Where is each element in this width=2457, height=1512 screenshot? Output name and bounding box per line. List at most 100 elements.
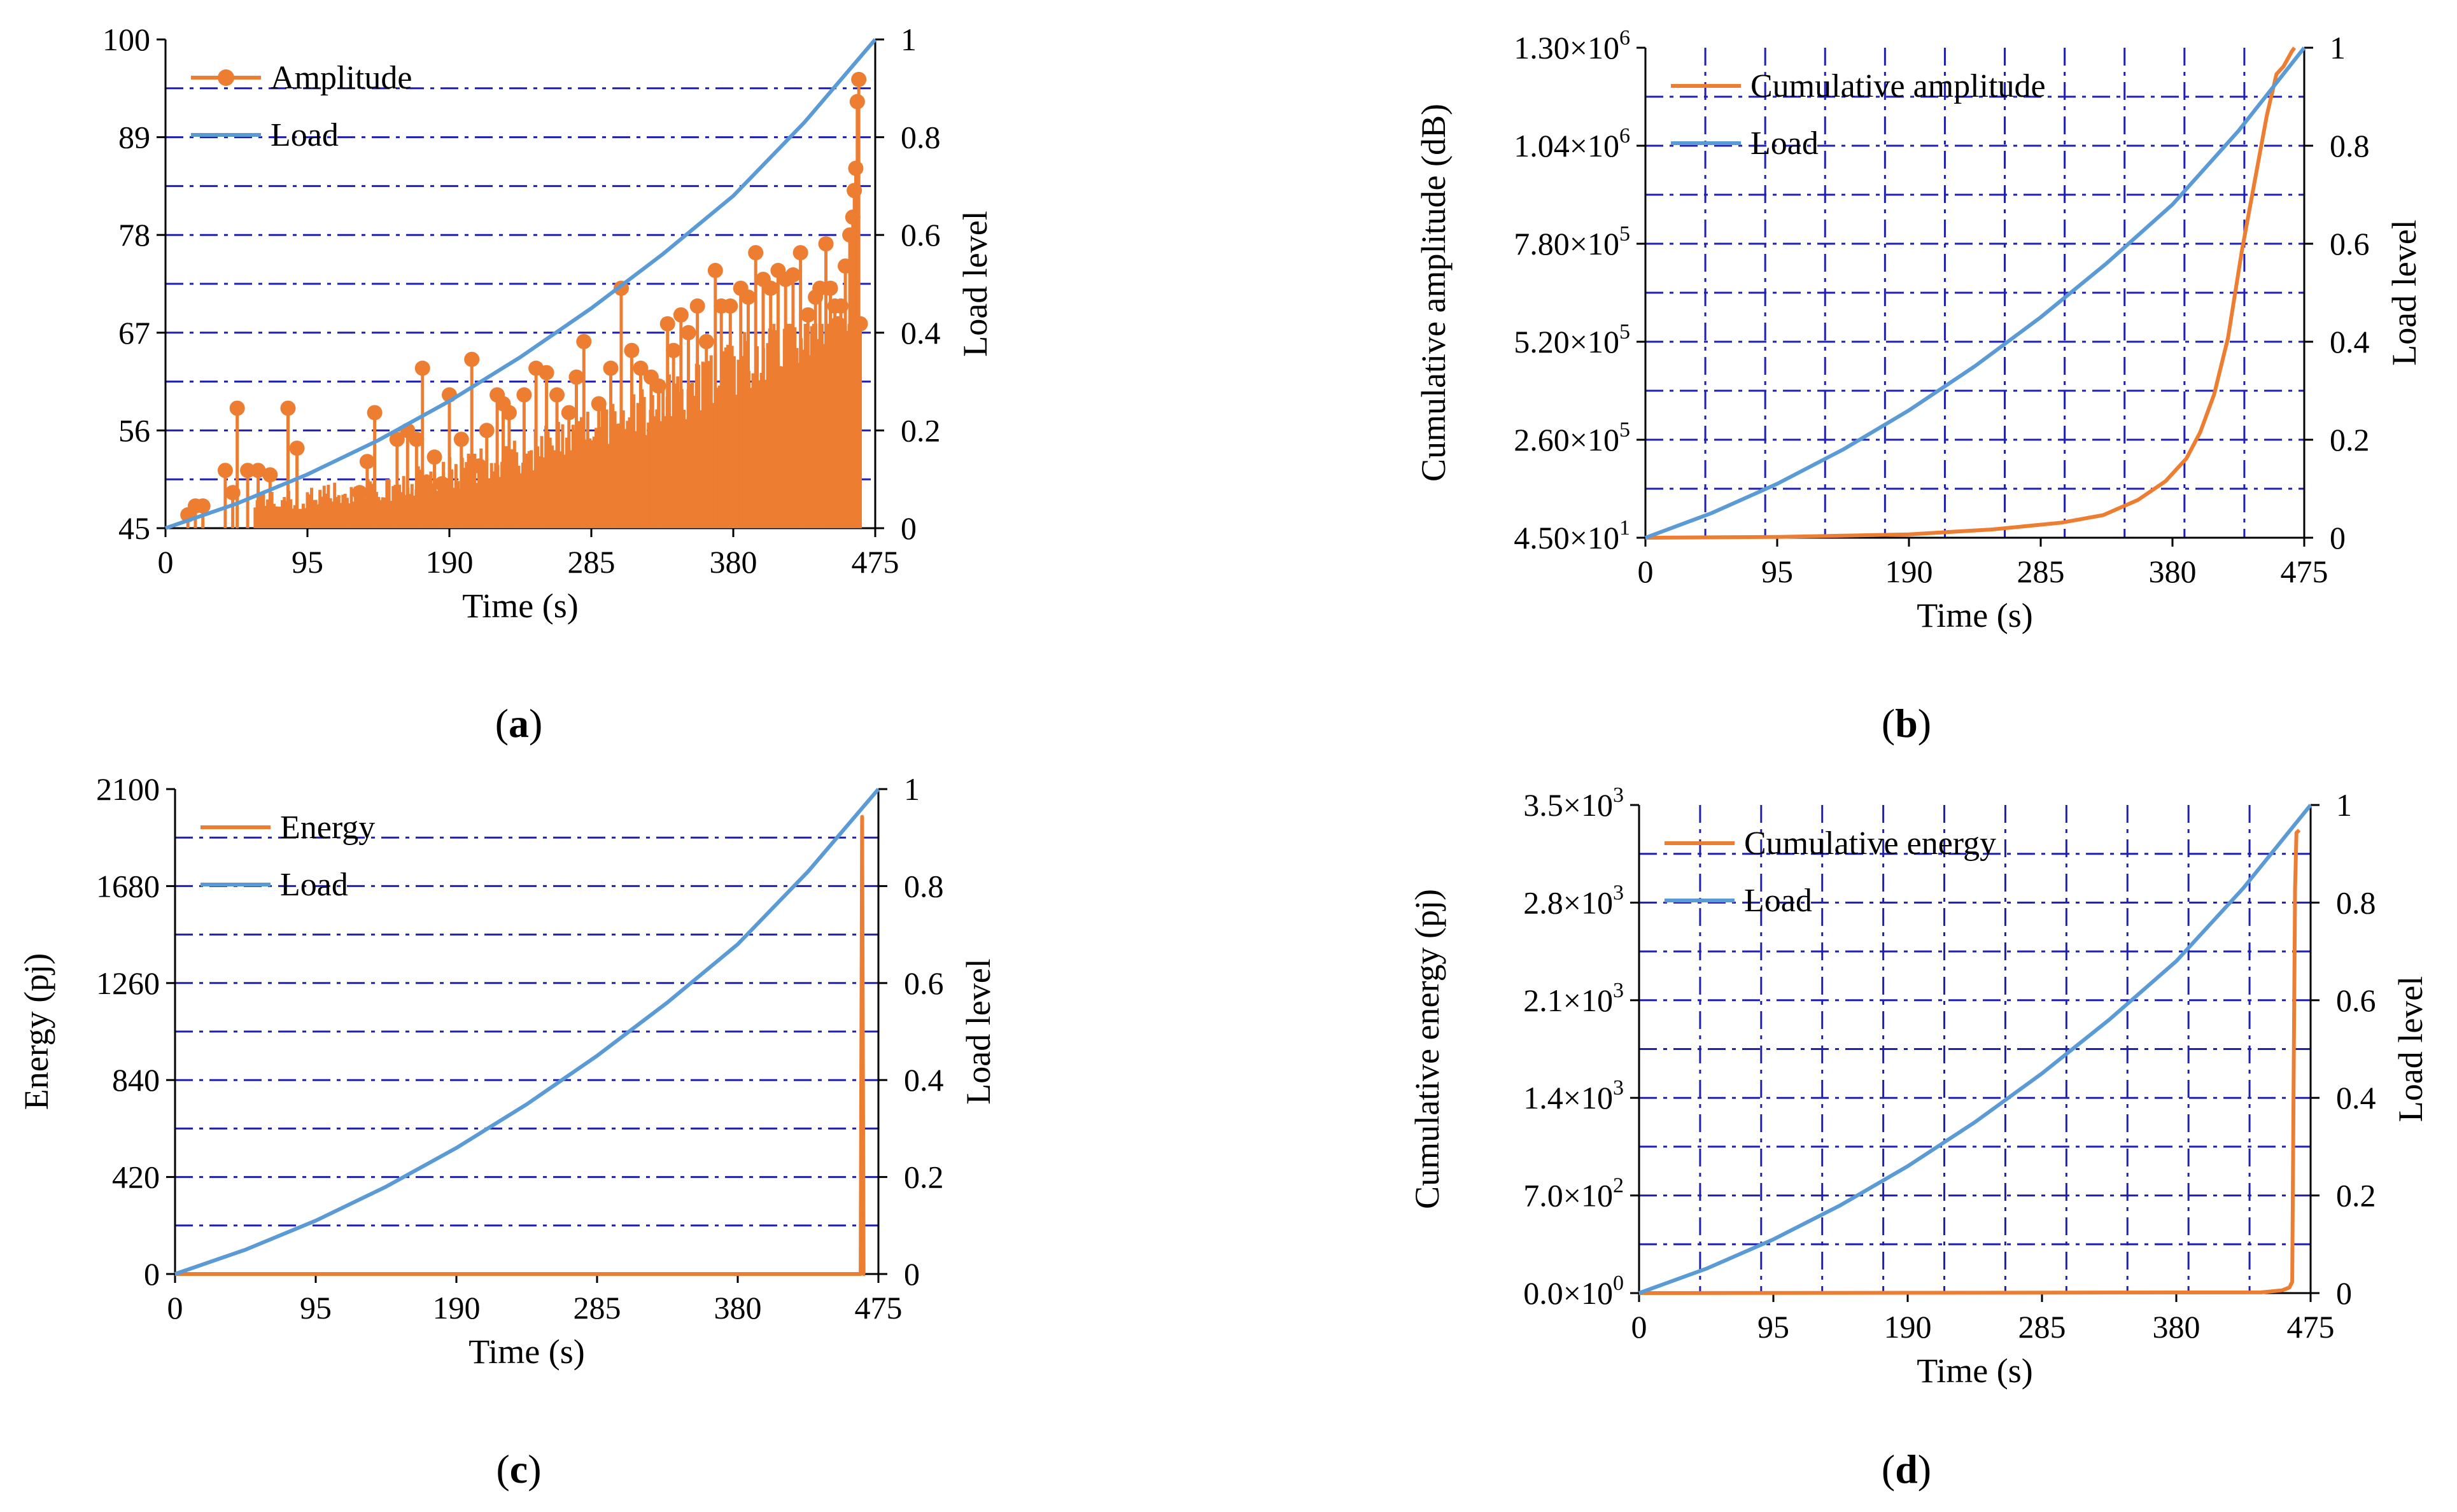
panel-caption: (c) [496, 1446, 541, 1492]
series-amplitude-noise [253, 323, 857, 528]
x-tick-label: 190 [1884, 1309, 1932, 1345]
y2-tick-label: 0.2 [904, 1159, 944, 1195]
y2-tick-label: 0.4 [901, 315, 941, 351]
y-axis-label: Cumulative amplitude (dB) [1414, 104, 1453, 482]
amplitude-point [217, 463, 233, 479]
y2-tick-label: 0 [901, 510, 917, 546]
y2-tick-label: 1 [904, 771, 920, 807]
amplitude-point [516, 387, 532, 403]
series-cumulative-energy-line [1638, 829, 2301, 1295]
y2-tick-label: 0.8 [904, 868, 944, 904]
y2-tick-label: 0.6 [2330, 226, 2370, 262]
series-load-line [1638, 804, 2313, 1295]
y-tick-label: 1260 [96, 965, 160, 1001]
legend: Cumulative amplitude Load [1671, 68, 2046, 162]
y2-tick-label: 0.4 [904, 1062, 944, 1098]
y-tick-label: 0 [144, 1256, 160, 1292]
y-tick-label: 2.8×103 [1523, 881, 1624, 920]
x-tick-label: 0 [1631, 1309, 1647, 1345]
y-tick-label: 1.4×103 [1523, 1076, 1624, 1116]
y2-tick-label: 0.4 [2336, 1080, 2376, 1116]
panel-c: 0 95 190 285 380 475042084012601680210000.20.… [17, 771, 997, 1492]
series-cumulative-amplitude-line [1645, 46, 2297, 540]
y-tick-label: 0.0×100 [1523, 1271, 1624, 1311]
x-tick-label: 380 [2153, 1309, 2200, 1345]
series-energy-line [175, 815, 866, 1276]
y-tick-label: 5.20×105 [1514, 320, 1630, 360]
amplitude-point [409, 431, 425, 447]
y2-tick-label: 1 [2336, 787, 2352, 823]
x-tick-label: 285 [2017, 554, 2065, 589]
x-tick-label: 475 [855, 1290, 903, 1326]
x-tick-label: 285 [568, 544, 616, 580]
y-tick-label: 3.5×103 [1523, 783, 1624, 823]
series-load-line [1644, 46, 2306, 540]
y-tick-label: 1680 [96, 868, 160, 904]
series-load-line [165, 38, 877, 530]
y2-tick-label: 0.8 [901, 120, 941, 155]
amplitude-point [852, 316, 868, 332]
amplitude-point [453, 431, 469, 447]
amplitude-point [539, 365, 554, 381]
y2-tick-label: 0.6 [2336, 983, 2376, 1018]
amplitude-point [250, 463, 266, 479]
x-tick-label: 0 [1638, 554, 1654, 589]
legend-label: Load [1750, 125, 1819, 162]
panel-a: 0 95 190 285 380 475 45 56 67 78 89 100 0 0.2 0.4 0.6 0.… [102, 22, 994, 746]
amplitude-point [818, 236, 834, 252]
amplitude-point [576, 333, 592, 349]
legend-label: Amplitude [271, 60, 412, 96]
panel-caption: (a) [495, 701, 543, 746]
amplitude-point [689, 298, 705, 314]
amplitude-point [680, 325, 696, 340]
y2-tick-label: 1 [901, 22, 917, 57]
amplitude-point [651, 378, 666, 394]
x-axis-label: Time (s) [468, 1333, 585, 1371]
amplitude-point [289, 440, 305, 456]
y-tick-label: 100 [102, 22, 150, 57]
amplitude-point [389, 431, 405, 447]
amplitude-point [666, 342, 682, 358]
amplitude-point [479, 423, 495, 438]
x-tick-label: 380 [2149, 554, 2197, 589]
amplitude-point [812, 280, 828, 296]
amplitude-point [434, 476, 450, 492]
legend-label: Load [1744, 883, 1812, 919]
amplitude-point [624, 342, 640, 358]
legend-label: Load [271, 117, 339, 153]
y-tick-label: 420 [112, 1159, 160, 1195]
amplitude-point [471, 458, 487, 474]
y2-axis-label: Load level [2391, 976, 2430, 1122]
amplitude-point [195, 498, 211, 514]
amplitude-point [240, 463, 256, 479]
y2-tick-label: 0.2 [2336, 1178, 2376, 1214]
y2-tick-label: 0.6 [901, 217, 941, 253]
amplitude-point [426, 449, 442, 465]
panel-caption: (d) [1882, 1446, 1931, 1492]
amplitude-point [673, 307, 689, 323]
x-axis-label: Time (s) [462, 587, 579, 625]
panel-b: 0 95 190 285 380 475 4.50×101 2.60×105 5.20×105 7… [1414, 26, 2423, 746]
amplitude-point [830, 316, 846, 332]
x-axis-label: Time (s) [1917, 596, 2033, 634]
amplitude-point [414, 360, 430, 376]
y-tick-label: 78 [118, 217, 150, 253]
y-tick-label: 2100 [96, 771, 160, 807]
x-axis-label: Time (s) [1917, 1352, 2033, 1390]
x-tick-label: 190 [1885, 554, 1933, 589]
x-tick-label: 95 [1757, 1309, 1789, 1345]
y-tick-label: 7.80×105 [1514, 222, 1630, 262]
amplitude-point [633, 360, 649, 376]
x-tick-label: 95 [292, 544, 323, 580]
y-tick-label: 1.30×106 [1514, 26, 1630, 66]
x-tick-label: 95 [1761, 554, 1793, 589]
legend: Amplitude Load [191, 60, 412, 153]
series-load-line [174, 788, 880, 1276]
amplitude-point [851, 71, 867, 87]
amplitude-point [722, 298, 738, 314]
y-tick-label: 56 [118, 412, 150, 448]
y2-tick-label: 0 [904, 1256, 920, 1292]
amplitude-point [603, 360, 619, 376]
x-tick-label: 475 [2281, 554, 2328, 589]
